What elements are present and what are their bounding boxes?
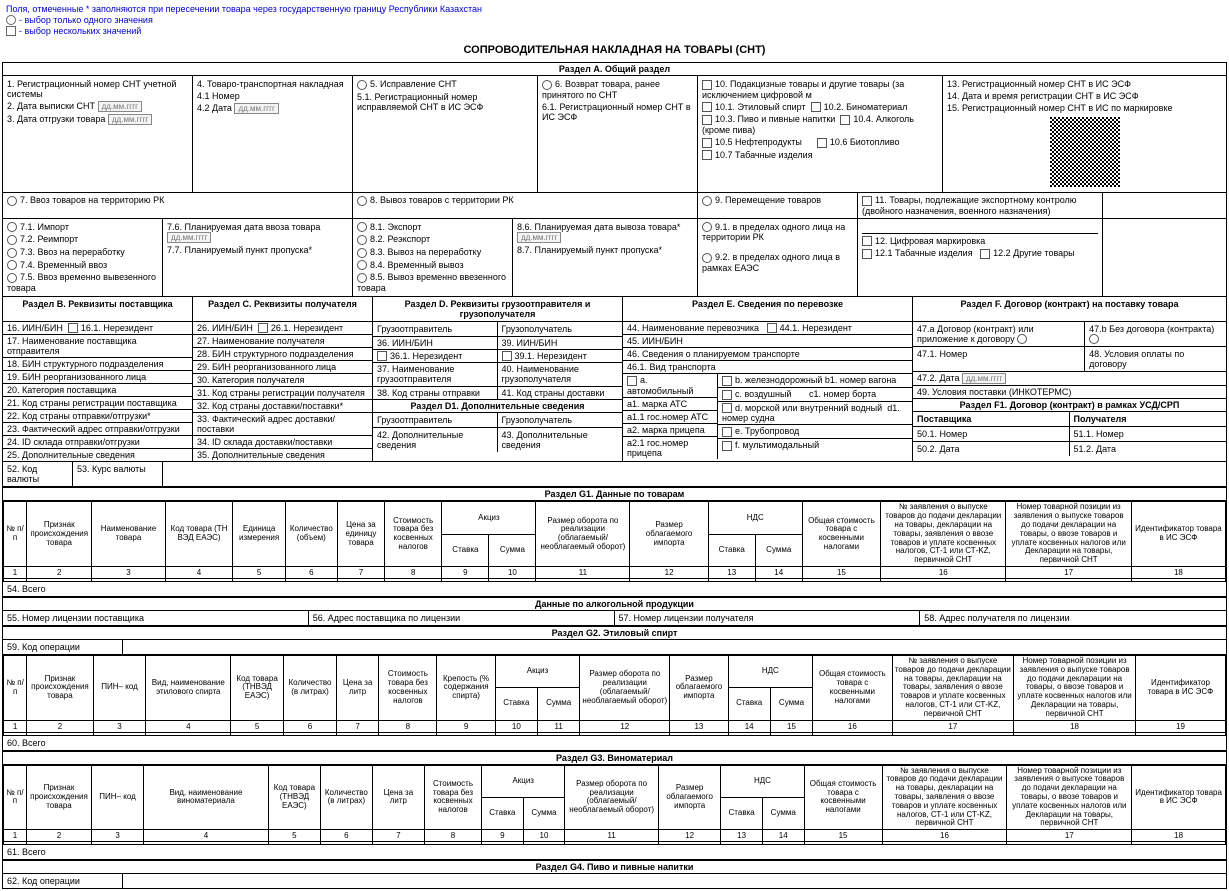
section-a-header: Раздел А. Общий раздел [3,63,1226,76]
table-g3: № п/п Признак происхождения товара ПИН– … [3,765,1226,846]
table-g1: № п/п Признак происхождения товара Наиме… [3,501,1226,582]
date-input[interactable]: дд.мм.гггг [234,103,278,114]
radio-icon [6,15,16,25]
radio[interactable] [542,80,552,90]
doc-title: СОПРОВОДИТЕЛЬНАЯ НАКЛАДНАЯ НА ТОВАРЫ (СН… [0,40,1229,60]
date-input[interactable]: дд.мм.гггг [108,114,152,125]
legend: Поля, отмеченные * заполняются при перес… [0,0,1229,40]
note-asterisk: Поля, отмеченные * заполняются при перес… [6,4,482,14]
table-g2: № п/п Признак происхождения товара ПИН– … [3,655,1226,736]
check-icon [6,26,16,36]
document: Раздел А. Общий раздел 1. Регистрационны… [2,62,1227,889]
radio[interactable] [357,80,367,90]
qr-code [1050,117,1120,187]
checkbox[interactable] [702,80,712,90]
date-input[interactable]: дд.мм.гггг [98,101,142,112]
